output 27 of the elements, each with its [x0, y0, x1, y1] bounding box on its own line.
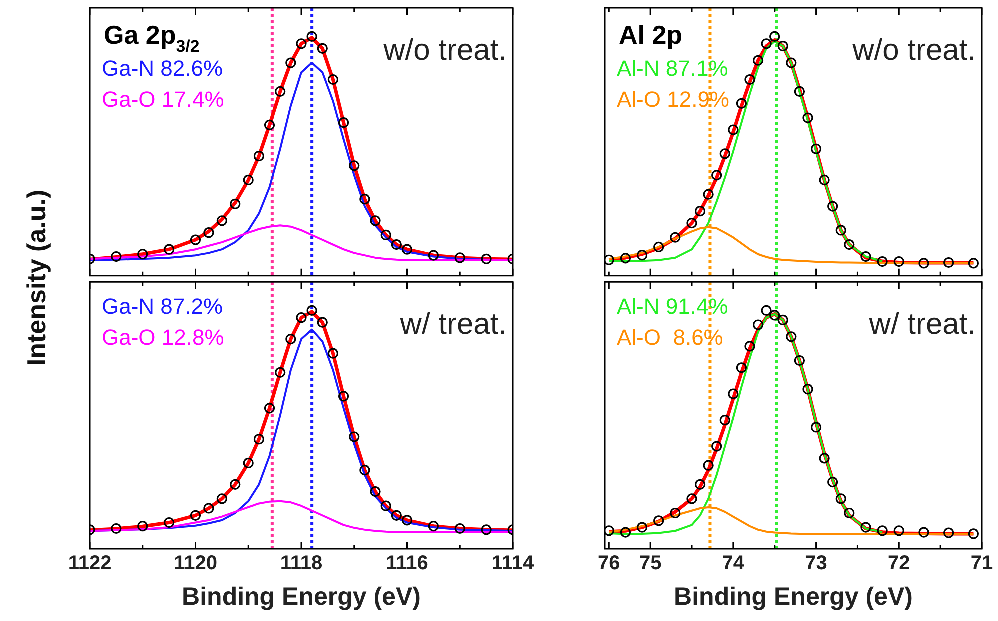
x-tick-label: 73 [805, 552, 828, 575]
text: Ga-N 82.6% [102, 56, 224, 81]
x-tick-label: 75 [639, 552, 662, 575]
series-label: Al-N 91.4% [617, 294, 728, 320]
annotation: w/o treat. [852, 34, 976, 67]
x-tick-label: 1114 [492, 552, 536, 575]
x-tick-label: 1122 [68, 552, 112, 575]
text: Ga-O 12.8% [102, 325, 224, 350]
x-tick-label: 1118 [280, 552, 323, 575]
text: Al-O 12.9% [617, 87, 730, 112]
y-axis-title: Intensity (a.u.) [22, 190, 52, 366]
x-tick-label: 1116 [386, 552, 428, 575]
x-tick-label: 76 [598, 552, 620, 575]
x-axis-title: Binding Energy (eV) [674, 582, 913, 611]
text: Ga-N 87.2% [102, 294, 224, 320]
annotation: w/ treat. [868, 308, 976, 342]
annotation: w/ treat. [399, 308, 507, 342]
x-tick-label: 74 [722, 552, 746, 575]
chart-title: Al 2p [619, 20, 683, 50]
annotation: w/o treat. [382, 34, 507, 67]
x-tick-label: 71 [970, 552, 994, 575]
x-axis-title: Binding Energy (eV) [182, 582, 421, 611]
x-tick-label: 1120 [174, 552, 218, 575]
text: Ga-O 17.4% [102, 87, 224, 112]
text: Al-O 8.6% [617, 325, 724, 350]
series-label: Al-N 87.1% [617, 56, 728, 81]
x-tick-label: 72 [888, 552, 910, 575]
